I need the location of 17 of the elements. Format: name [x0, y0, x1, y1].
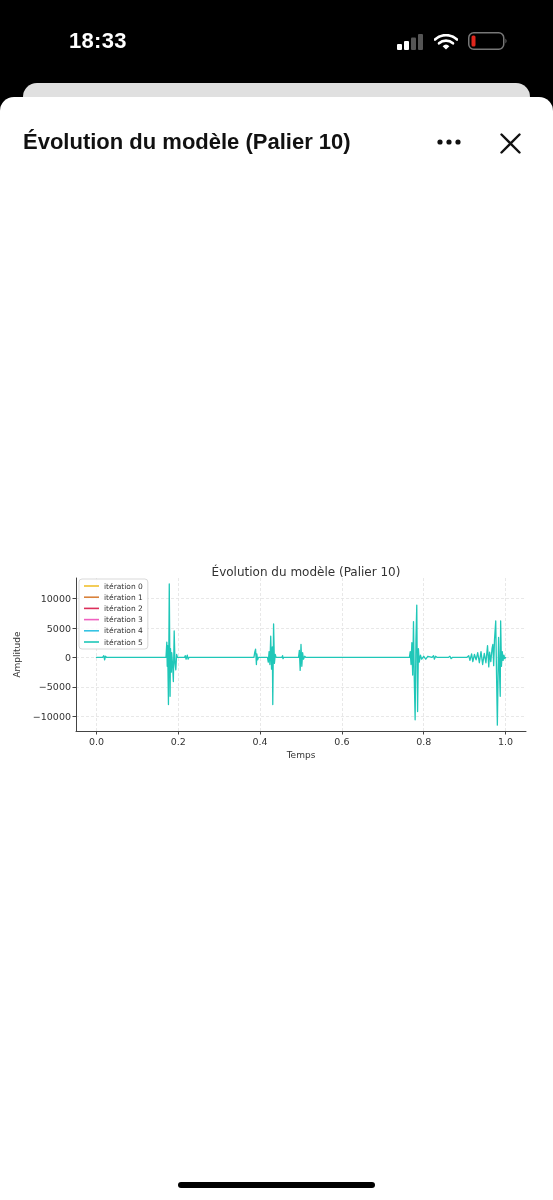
chart-title: Évolution du modèle (Palier 10) — [211, 564, 401, 579]
y-tick-label: −5000 — [38, 681, 71, 693]
x-tick-label: 0.2 — [170, 735, 186, 747]
x-tick-label: 0.6 — [334, 735, 350, 747]
x-tick-label: 0.8 — [416, 735, 432, 747]
y-tick-label: 5000 — [46, 622, 71, 634]
x-tick-label: 1.0 — [497, 735, 514, 747]
x-tick-label: 0.4 — [252, 735, 268, 747]
y-tick-label: 0 — [64, 651, 71, 663]
x-tick-label: 0.0 — [88, 735, 105, 747]
line-series — [95, 583, 507, 726]
y-axis-title: Amplitude — [12, 630, 23, 678]
text: 18:33 — [69, 28, 127, 54]
chart-title: Évolution du modèle (Palier 10) — [23, 129, 351, 154]
y-tick-label: 10000 — [40, 593, 71, 605]
y-tick-label: −10000 — [32, 710, 71, 722]
x-axis-title: Temps — [285, 750, 316, 761]
